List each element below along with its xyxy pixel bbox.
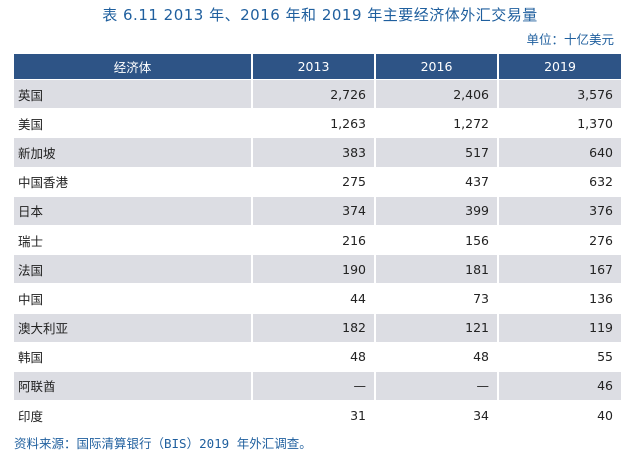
value-cell: 40 — [497, 400, 621, 430]
table-row: 法国 190 181 167 — [14, 254, 621, 284]
value-cell: 275 — [251, 166, 374, 196]
economy-cell: 韩国 — [14, 341, 251, 371]
table-body: 英国 2,726 2,406 3,576 美国 1,263 1,272 1,370 新加坡 383… — [14, 79, 621, 430]
value-cell: 2,406 — [374, 79, 497, 109]
table-title: 表 6.11 2013 年、2016 年和 2019 年主要经济体外汇交易量 — [102, 6, 538, 24]
table-row: 中国香港 275 437 632 — [14, 166, 621, 196]
value-cell: 181 — [374, 254, 497, 284]
value-cell: 276 — [497, 224, 621, 255]
value-cell: 46 — [497, 370, 621, 401]
column-header-economy: 经济体 — [14, 54, 251, 79]
value-cell: 34 — [374, 400, 497, 430]
column-header-2016: 2016 — [374, 54, 497, 79]
value-cell: 437 — [374, 166, 497, 196]
value-cell: 121 — [374, 312, 497, 342]
value-cell: 136 — [497, 283, 621, 313]
table-row: 印度 31 34 40 — [14, 400, 621, 430]
value-cell: 1,272 — [374, 108, 497, 138]
value-cell: 55 — [497, 341, 621, 371]
table-row: 日本 374 399 376 — [14, 195, 621, 225]
column-header-2019: 2019 — [497, 54, 621, 79]
value-cell: 48 — [374, 341, 497, 371]
value-cell: 156 — [374, 224, 497, 255]
table-row: 新加坡 383 517 640 — [14, 137, 621, 167]
value-cell: 374 — [251, 195, 374, 225]
value-cell: 3,576 — [497, 79, 621, 109]
value-cell: 119 — [497, 312, 621, 342]
value-cell: 383 — [251, 137, 374, 167]
table-header-row: 经济体 2013 2016 2019 — [14, 54, 621, 79]
value-cell: 376 — [497, 195, 621, 225]
table-row: 阿联酋 — —46 — [14, 370, 621, 401]
value-cell: 1,370 — [497, 108, 621, 138]
value-cell: 167 — [497, 254, 621, 284]
economy-cell: 瑞士 — [14, 224, 251, 255]
value-cell: 182 — [251, 312, 374, 342]
table-row: 瑞士 216 156 276 — [14, 224, 621, 255]
value-cell: 216 — [251, 224, 374, 255]
table-row: 中国 44 73 136 — [14, 283, 621, 313]
unit-label: 单位：十亿美元 — [526, 32, 614, 47]
value-cell: 44 — [251, 283, 374, 313]
table-row: 韩国 48 48 55 — [14, 341, 621, 371]
value-cell: 2,726 — [251, 79, 374, 109]
fx-volume-table: 经济体 2013 2016 2019 英国 2,726 2,406 3,576 美国 1,… — [14, 54, 621, 430]
economy-cell: 新加坡 — [14, 137, 251, 167]
value-cell: 640 — [497, 137, 621, 167]
table-row: 美国 1,263 1,272 1,370 — [14, 108, 621, 138]
economy-cell: 日本 — [14, 195, 251, 225]
value-cell: 48 — [251, 341, 374, 371]
column-header-2013: 2013 — [251, 54, 374, 79]
economy-cell: 法国 — [14, 254, 251, 284]
economy-cell: 阿联酋 — [14, 370, 251, 401]
economy-cell: 美国 — [14, 108, 251, 138]
value-cell: 399 — [374, 195, 497, 225]
value-cell: 190 — [251, 254, 374, 284]
value-cell: 517 — [374, 137, 497, 167]
value-cell: 31 — [251, 400, 374, 430]
value-cell: 73 — [374, 283, 497, 313]
value-cell: 1,263 — [251, 108, 374, 138]
value-cell: — — [251, 370, 374, 401]
economy-cell: 中国 — [14, 283, 251, 313]
table-row: 英国 2,726 2,406 3,576 — [14, 79, 621, 109]
economy-cell: 印度 — [14, 400, 251, 430]
table-row: 澳大利亚 182 121 119 — [14, 312, 621, 342]
economy-cell: 英国 — [14, 79, 251, 109]
economy-cell: 澳大利亚 — [14, 312, 251, 342]
value-cell: — — [374, 370, 497, 401]
value-cell: 632 — [497, 166, 621, 196]
economy-cell: 中国香港 — [14, 166, 251, 196]
source-note: 资料来源：国际清算银行（BIS）2019 年外汇调查。 — [14, 436, 312, 451]
